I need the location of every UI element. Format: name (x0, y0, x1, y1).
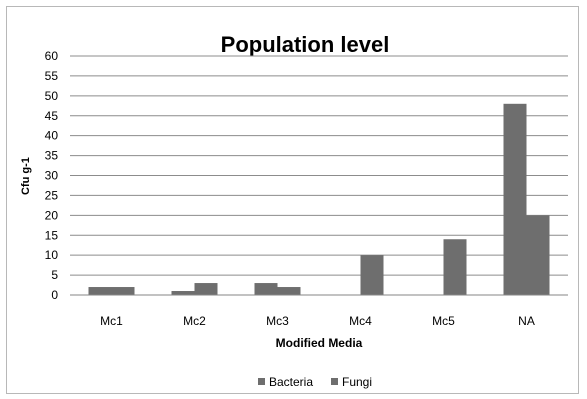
bar-fungi-mc4 (360, 255, 384, 295)
x-tick-label: Mc4 (349, 314, 372, 328)
legend-swatch-bacteria (258, 378, 265, 385)
y-axis-ticks: 0 5 10 15 20 25 30 35 40 45 50 55 60 (45, 49, 59, 302)
bar-bacteria-mc3 (254, 283, 278, 295)
y-tick-label: 15 (45, 228, 59, 242)
bar-bacteria-mc1 (88, 287, 112, 295)
bar-fungi-mc2 (194, 283, 218, 295)
x-axis-ticks: Mc1 Mc2 Mc3 Mc4 Mc5 NA (100, 314, 535, 328)
x-tick-label: Mc3 (266, 314, 289, 328)
y-tick-label: 50 (45, 89, 59, 103)
legend-swatch-fungi (331, 378, 338, 385)
y-tick-label: 35 (45, 149, 59, 163)
chart-frame (6, 6, 579, 394)
legend-label-fungi: Fungi (342, 375, 372, 389)
x-tick-label: Mc2 (183, 314, 206, 328)
y-tick-label: 25 (45, 188, 59, 202)
bar-fungi-mc5 (443, 239, 467, 295)
bar-fungi-mc3 (277, 287, 301, 295)
y-axis-label: Cfu g-1 (20, 157, 32, 195)
y-tick-label: 5 (51, 268, 58, 282)
y-tick-label: 40 (45, 129, 59, 143)
y-tick-label: 55 (45, 69, 59, 83)
bar-fungi-na (526, 215, 550, 295)
y-tick-label: 30 (45, 169, 59, 183)
bar-bacteria-mc2 (171, 291, 195, 295)
legend: Bacteria Fungi (258, 375, 372, 389)
x-tick-label: Mc1 (100, 314, 123, 328)
bars (88, 103, 550, 295)
chart-title: Population level (221, 32, 390, 57)
bar-bacteria-na (503, 103, 527, 295)
legend-label-bacteria: Bacteria (269, 375, 313, 389)
y-tick-label: 45 (45, 109, 59, 123)
x-axis-label: Modified Media (276, 336, 363, 350)
y-tick-label: 0 (51, 288, 58, 302)
y-tick-label: 10 (45, 248, 59, 262)
y-tick-label: 60 (45, 49, 59, 63)
x-tick-label: NA (518, 314, 535, 328)
bar-fungi-mc1 (111, 287, 135, 295)
y-tick-label: 20 (45, 208, 59, 222)
gridlines (70, 55, 568, 276)
x-tick-label: Mc5 (432, 314, 455, 328)
